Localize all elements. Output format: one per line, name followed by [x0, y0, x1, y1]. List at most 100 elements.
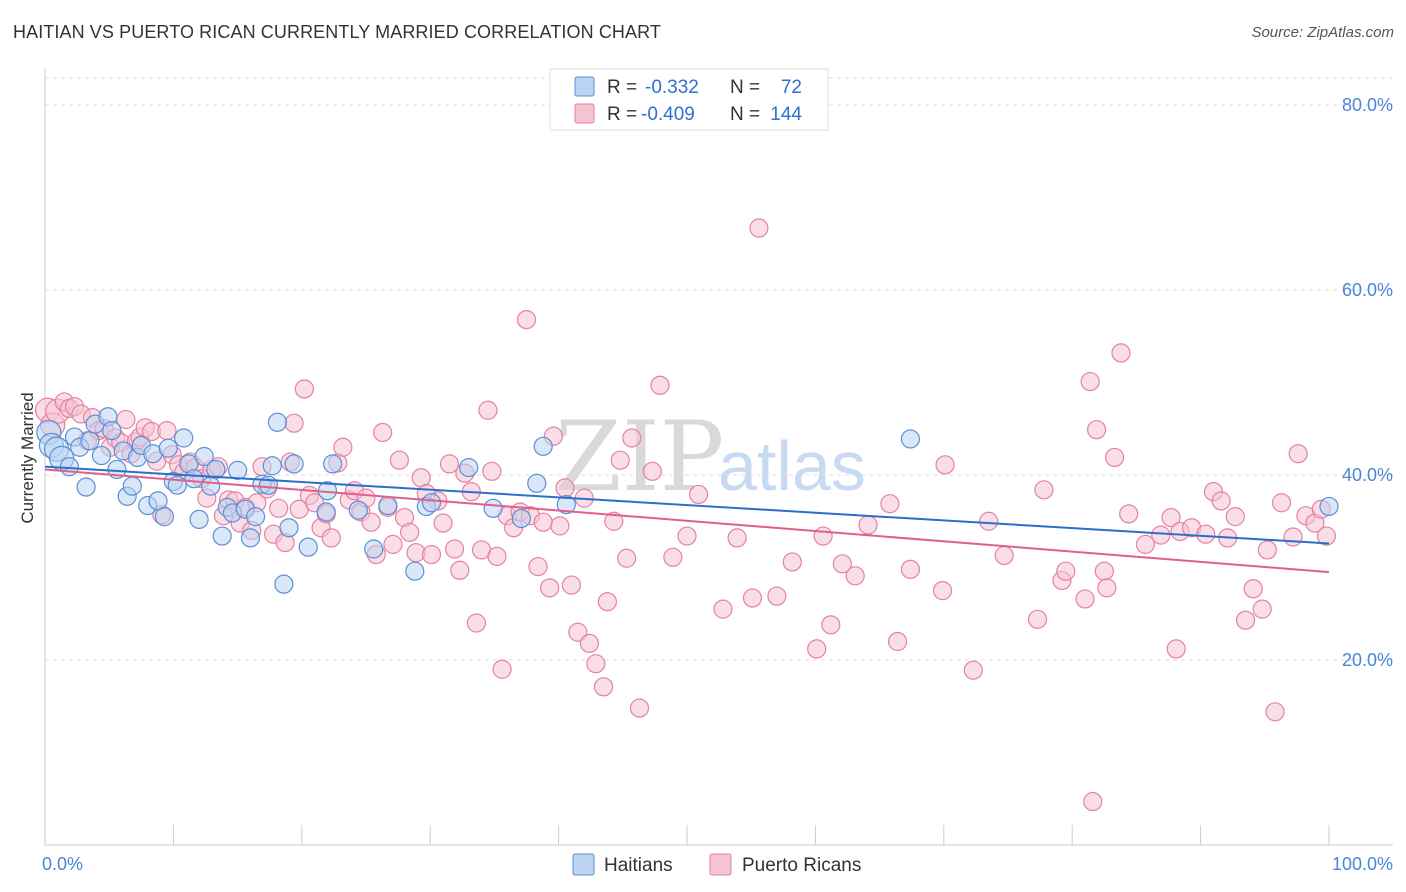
- haitians-point-39: [245, 507, 266, 527]
- y-tick-label-20: 20.0%: [1342, 650, 1393, 670]
- haitians-point-7: [76, 477, 96, 497]
- x-axis-ticks: [44, 825, 1330, 845]
- haitians-point-53: [378, 495, 398, 516]
- chart-title: HAITIAN VS PUERTO RICAN CURRENTLY MARRIE…: [13, 22, 661, 42]
- x-tick-label-min: 0.0%: [42, 854, 83, 874]
- puerto-ricans-point-163: [1316, 526, 1337, 546]
- puerto-ricans-point-96: [568, 622, 588, 642]
- puerto-ricans-point-155: [1257, 540, 1277, 560]
- haitians-point-59: [511, 508, 531, 529]
- haitians-point-63: [900, 429, 921, 449]
- legend-n-label-haitians: N =: [730, 77, 760, 98]
- puerto-ricans-point-59: [361, 512, 381, 532]
- puerto-ricans-point-80: [478, 400, 498, 420]
- puerto-ricans-point-130: [994, 545, 1014, 566]
- puerto-ricans-point-126: [900, 559, 921, 579]
- haitians-point-31: [201, 476, 221, 496]
- puerto-ricans-point-153: [1243, 579, 1263, 599]
- haitians-point-38: [240, 528, 261, 548]
- haitians-point-10: [91, 445, 112, 466]
- puerto-ricans-point-158: [1283, 527, 1303, 547]
- puerto-ricans-point-61: [373, 422, 393, 443]
- puerto-ricans-point-89: [528, 556, 548, 577]
- chart-source: Source: ZipAtlas.com: [1251, 24, 1394, 41]
- puerto-ricans-point-47: [294, 379, 314, 399]
- puerto-ricans-point-104: [617, 548, 637, 568]
- puerto-ricans-point-75: [450, 560, 470, 580]
- puerto-ricans-point-112: [713, 599, 733, 619]
- puerto-ricans-point-157: [1271, 493, 1292, 513]
- haitians-point-61: [533, 436, 553, 456]
- puerto-ricans-point-139: [1097, 578, 1117, 598]
- legend-series: Haitians Puerto Ricans: [572, 853, 861, 876]
- haitians-point-8: [80, 431, 100, 451]
- puerto-ricans-point-99: [586, 654, 606, 674]
- haitians-point-57: [459, 458, 479, 478]
- legend-stats-box: [549, 68, 829, 131]
- legend-r-label-haitians: R =: [607, 77, 637, 98]
- haitians-point-48: [316, 502, 336, 522]
- puerto-ricans-point-83: [492, 659, 512, 679]
- puerto-ricans-point-154: [1252, 599, 1272, 619]
- y-tick-label-60: 60.0%: [1342, 280, 1393, 300]
- haitians-point-51: [348, 500, 368, 520]
- puerto-ricans-point-151: [1225, 507, 1245, 527]
- legend-swatch-haitians: [574, 76, 595, 97]
- legend-n-label-puerto-ricans: N =: [730, 104, 760, 125]
- puerto-ricans-point-128: [963, 660, 983, 680]
- puerto-ricans-point-156: [1265, 702, 1285, 722]
- y-tick-label-40: 40.0%: [1342, 465, 1393, 485]
- haitians-point-44: [274, 574, 294, 594]
- puerto-ricans-point-22: [157, 421, 177, 441]
- puerto-ricans-point-54: [333, 437, 353, 457]
- haitians-point-42: [262, 456, 282, 476]
- puerto-ricans-point-121: [832, 554, 852, 574]
- haitians-point-12: [102, 421, 122, 441]
- watermark-atlas: atlas: [718, 427, 866, 505]
- legend-n-value-puerto-ricans: 144: [770, 104, 802, 125]
- puerto-ricans-point-63: [383, 534, 403, 554]
- puerto-ricans-point-108: [650, 375, 670, 395]
- haitians-point-4: [59, 457, 79, 477]
- puerto-ricans-point-90: [533, 512, 553, 532]
- haitians-point-58: [483, 498, 503, 518]
- puerto-ricans-point-132: [1034, 480, 1054, 500]
- puerto-ricans-point-94: [555, 478, 575, 498]
- haitians-point-64: [1319, 496, 1339, 517]
- haitians-point-62: [556, 495, 576, 515]
- puerto-ricans-point-122: [845, 566, 865, 586]
- puerto-ricans-point-42: [269, 498, 289, 518]
- puerto-ricans-point-66: [400, 522, 420, 542]
- puerto-ricans-point-64: [389, 450, 409, 470]
- puerto-ricans-point-137: [1086, 420, 1107, 440]
- puerto-ricans-point-110: [677, 526, 697, 546]
- puerto-ricans-point-167: [932, 581, 953, 601]
- haitians-point-60: [527, 473, 547, 493]
- puerto-ricans-point-87: [516, 310, 537, 330]
- puerto-ricans-point-114: [742, 588, 763, 608]
- legend-stats: R = -0.332 N = 72 R = -0.409 N = 144: [549, 68, 829, 131]
- puerto-ricans-point-165: [1111, 343, 1131, 363]
- y-tick-labels: 20.0% 40.0% 60.0% 80.0%: [1342, 95, 1393, 670]
- haitians-point-32: [206, 459, 226, 480]
- puerto-ricans-point-106: [629, 698, 650, 718]
- puerto-ricans-point-149: [1211, 491, 1231, 511]
- puerto-ricans-point-131: [1027, 609, 1048, 629]
- bottom-legend-haitians: Haitians: [604, 855, 673, 876]
- puerto-ricans-point-136: [1080, 371, 1100, 392]
- grid-lines: [45, 77, 1393, 661]
- legend-swatch-puerto-ricans: [574, 103, 595, 124]
- trend-line-haitians: [44, 465, 1330, 545]
- series-haitians: [36, 407, 1339, 594]
- puerto-ricans-point-101: [597, 592, 617, 612]
- haitians-point-23: [158, 438, 178, 458]
- haitians-point-33: [212, 526, 232, 546]
- puerto-ricans-point-138: [1094, 561, 1114, 581]
- puerto-ricans-point-127: [935, 455, 955, 475]
- puerto-ricans-point-78: [466, 613, 487, 633]
- puerto-ricans-point-95: [561, 575, 582, 595]
- puerto-ricans-point-93: [550, 516, 570, 536]
- haitians-point-47: [298, 537, 318, 557]
- y-tick-label-80: 80.0%: [1342, 95, 1393, 115]
